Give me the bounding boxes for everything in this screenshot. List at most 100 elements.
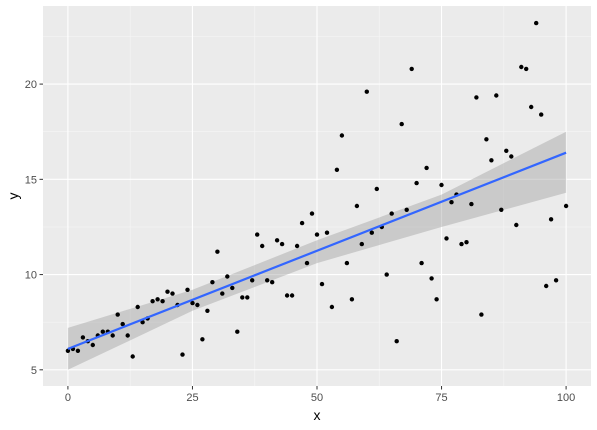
data-point: [319, 281, 325, 287]
data-point: [394, 339, 399, 344]
data-point: [489, 158, 494, 163]
data-point: [289, 293, 295, 298]
data-point: [260, 243, 265, 249]
data-point: [309, 211, 315, 216]
data-point: [135, 304, 140, 310]
x-tick-label: 100: [557, 392, 575, 404]
data-point: [459, 241, 464, 247]
data-point: [120, 321, 125, 327]
data-point: [474, 95, 479, 100]
data-point: [334, 167, 340, 172]
data-point: [165, 289, 170, 294]
x-axis-title: x: [314, 407, 321, 423]
data-point: [553, 278, 559, 283]
fit-line-group: [67, 151, 567, 350]
data-point: [65, 348, 71, 353]
data-point: [205, 308, 210, 313]
data-point: [404, 207, 409, 212]
data-point: [524, 66, 529, 72]
data-point: [274, 238, 280, 243]
data-point: [499, 207, 504, 212]
data-point: [529, 104, 534, 110]
y-tick-label: 10: [25, 270, 37, 282]
data-point: [339, 133, 345, 138]
x-tick-label: 50: [311, 392, 323, 404]
data-point: [230, 285, 235, 291]
data-point: [364, 89, 369, 94]
data-point: [399, 121, 404, 127]
data-point: [155, 297, 160, 302]
data-point: [190, 300, 195, 306]
data-point: [429, 276, 434, 281]
data-point: [294, 243, 300, 249]
data-point: [449, 200, 454, 205]
data-point: [548, 217, 554, 222]
data-point: [170, 291, 175, 296]
data-point: [409, 66, 414, 72]
data-point: [504, 148, 509, 153]
data-point: [329, 304, 335, 310]
data-point: [349, 297, 355, 302]
data-point: [299, 220, 305, 226]
axis-ticks: 0 25 50 75 100 5 10 15 20: [25, 79, 576, 404]
data-point: [539, 112, 544, 117]
data-point: [544, 283, 549, 289]
data-point: [185, 287, 190, 292]
data-point: [225, 274, 230, 279]
data-point: [479, 312, 484, 317]
data-point: [150, 299, 155, 304]
data-point: [125, 333, 130, 338]
data-point: [210, 280, 215, 285]
data-point: [494, 93, 499, 98]
data-point: [235, 329, 240, 334]
data-point: [369, 230, 374, 235]
data-point: [110, 333, 115, 338]
y-tick-label: 5: [31, 365, 37, 377]
data-point: [424, 165, 429, 171]
data-point: [140, 320, 145, 325]
data-point: [200, 337, 205, 342]
data-point: [180, 352, 185, 357]
x-tick-label: 0: [65, 392, 71, 404]
data-point: [245, 295, 250, 300]
data-point: [215, 249, 220, 254]
data-point: [314, 232, 320, 237]
data-point: [265, 278, 270, 283]
data-point: [270, 280, 275, 285]
data-point: [389, 211, 394, 216]
y-tick-label: 20: [25, 79, 37, 91]
data-point: [324, 230, 330, 235]
data-point: [419, 260, 424, 266]
data-point: [80, 335, 86, 340]
data-point: [304, 260, 310, 266]
data-point: [359, 241, 364, 247]
data-point: [284, 293, 290, 298]
data-point: [100, 329, 106, 334]
data-point: [279, 241, 285, 247]
data-point: [444, 236, 449, 241]
y-axis-title: y: [5, 193, 21, 200]
data-point: [354, 203, 360, 209]
data-point: [90, 342, 96, 348]
data-point: [464, 240, 469, 245]
x-tick-label: 75: [435, 392, 447, 404]
data-point: [384, 272, 389, 277]
regression-line: [67, 151, 567, 350]
data-point: [514, 222, 519, 228]
data-point: [160, 299, 165, 304]
data-point: [115, 312, 120, 317]
data-point: [469, 201, 474, 207]
y-tick-label: 15: [25, 174, 37, 186]
data-point: [220, 291, 225, 296]
data-point: [344, 260, 350, 266]
data-point: [240, 295, 245, 300]
data-point: [374, 186, 379, 192]
data-point: [414, 180, 419, 186]
data-point: [509, 154, 514, 159]
data-point: [255, 232, 260, 237]
x-tick-label: 25: [186, 392, 198, 404]
grid-major: [43, 6, 591, 386]
data-point: [534, 20, 539, 26]
data-point: [519, 64, 524, 70]
